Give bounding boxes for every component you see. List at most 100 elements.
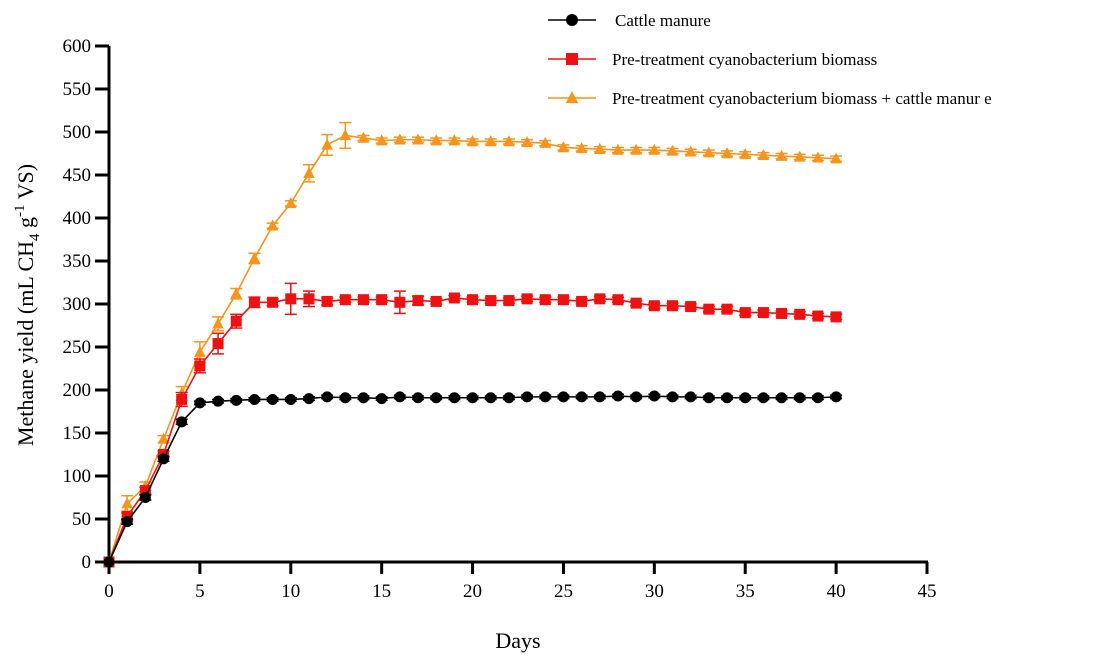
y-tick-label: 500 — [63, 122, 92, 143]
y-tick-label: 450 — [63, 165, 92, 186]
legend-item-1: Pre-treatment cyanobacterium biomass — [548, 50, 877, 69]
data-point — [266, 219, 279, 231]
legend-item-2: Pre-treatment cyanobacterium biomass + c… — [548, 89, 992, 108]
y-tick-label: 0 — [82, 552, 92, 573]
y-tick-label: 400 — [63, 208, 92, 229]
data-point — [521, 135, 533, 148]
data-point — [721, 392, 733, 404]
x-tick-label: 5 — [195, 581, 205, 602]
data-point — [703, 303, 715, 315]
data-point — [430, 134, 442, 146]
data-point — [503, 295, 515, 307]
data-point — [357, 392, 369, 404]
data-point — [212, 395, 224, 407]
y-tick-label: 100 — [63, 466, 92, 487]
data-point — [285, 293, 297, 305]
data-point — [594, 293, 606, 305]
series-0 — [103, 390, 843, 568]
data-point — [667, 391, 679, 403]
data-point — [448, 392, 460, 404]
data-point — [539, 391, 551, 403]
data-point — [267, 296, 279, 308]
data-point — [757, 392, 769, 404]
data-point — [194, 360, 206, 372]
data-point — [721, 303, 733, 315]
data-point — [285, 393, 297, 405]
data-point — [757, 148, 770, 160]
data-point — [812, 310, 824, 322]
y-tick-label: 550 — [63, 79, 92, 100]
legend-item-0: Cattle manure — [548, 11, 711, 30]
data-point — [248, 252, 261, 264]
data-point — [557, 294, 569, 306]
y-axis-title-subscript: 4 — [27, 233, 43, 241]
data-point — [248, 296, 260, 308]
data-point — [448, 134, 461, 146]
data-point — [339, 129, 352, 141]
data-point — [503, 392, 515, 404]
data-point — [394, 133, 406, 145]
data-point — [575, 142, 588, 154]
legend-marker — [566, 53, 578, 65]
data-point — [248, 393, 260, 405]
data-point — [594, 391, 606, 403]
data-point — [684, 145, 697, 157]
y-axis-title: Methane yield (mL CH4 g-1 VS) — [12, 164, 43, 446]
y-axis-title-main: Methane yield (mL CH — [13, 241, 38, 446]
data-point — [812, 151, 824, 163]
series-line — [108, 395, 837, 563]
data-point — [630, 391, 642, 403]
data-point — [757, 307, 769, 319]
legend-label: Cattle manure — [615, 11, 711, 30]
data-point — [667, 300, 679, 312]
x-tick-label: 0 — [104, 581, 114, 602]
data-point — [467, 392, 479, 404]
x-tick-label: 20 — [463, 581, 482, 602]
data-point — [394, 296, 406, 308]
data-point — [776, 392, 788, 404]
y-axis-title-mid: g — [13, 217, 38, 234]
data-point — [521, 391, 533, 403]
data-point — [230, 287, 243, 299]
data-point — [830, 311, 842, 323]
series-layer — [103, 121, 843, 568]
data-point — [176, 416, 188, 428]
legend: Cattle manure Pre-treatment cyanobacteriu… — [548, 11, 992, 108]
data-point — [812, 392, 824, 404]
data-point — [412, 392, 424, 404]
data-point — [139, 485, 151, 497]
data-point — [303, 393, 315, 405]
series-1 — [103, 282, 843, 568]
data-point — [484, 135, 497, 147]
data-point — [739, 307, 751, 319]
data-point — [739, 392, 751, 404]
data-point — [793, 150, 806, 162]
data-point — [576, 295, 588, 307]
data-point — [212, 338, 224, 350]
data-point — [412, 295, 424, 307]
data-point — [648, 143, 661, 155]
data-point — [630, 143, 642, 155]
legend-label: Pre-treatment cyanobacterium biomass + c… — [612, 89, 992, 108]
data-point — [630, 297, 642, 309]
legend-marker — [565, 91, 579, 104]
x-tick-label: 10 — [281, 581, 300, 602]
x-tick-label: 30 — [645, 581, 664, 602]
data-point — [394, 391, 406, 403]
data-point — [357, 294, 369, 306]
data-point — [557, 141, 570, 153]
data-point — [612, 143, 624, 155]
data-point — [703, 392, 715, 404]
x-tick-label: 40 — [827, 581, 846, 602]
data-point — [285, 197, 297, 209]
data-point — [212, 317, 224, 329]
x-tick-label: 35 — [736, 581, 755, 602]
data-point — [539, 136, 552, 148]
data-point — [557, 391, 569, 403]
y-tick-label: 50 — [72, 509, 91, 530]
data-point — [376, 294, 388, 306]
data-point — [685, 391, 697, 403]
x-tick-label: 45 — [918, 581, 937, 602]
x-axis-ticks: 0 5 10 15 20 25 30 35 40 45 — [104, 562, 937, 602]
legend-marker — [566, 14, 578, 26]
